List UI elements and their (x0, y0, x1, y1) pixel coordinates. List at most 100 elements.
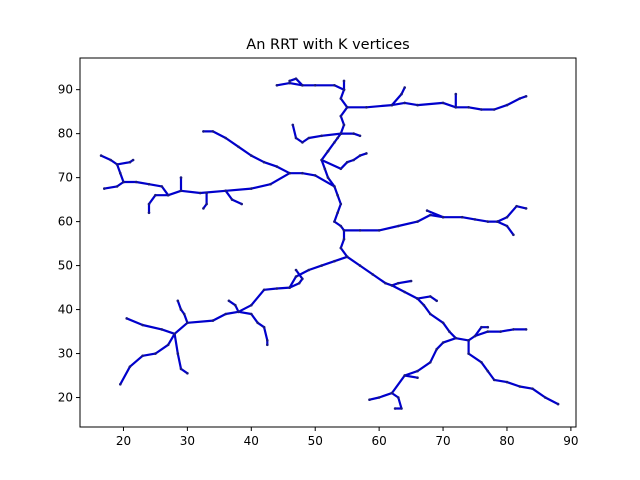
tree-vertex (358, 134, 362, 138)
tree-vertex (336, 193, 339, 197)
tree-vertex (269, 182, 272, 186)
tree-vertex (160, 185, 164, 188)
tree-vertex (250, 187, 253, 190)
tree-vertex (147, 211, 151, 215)
axes-frame (79, 57, 577, 428)
tree-vertex (147, 182, 151, 186)
tree-vertex (339, 202, 343, 206)
tree-vertex (403, 86, 407, 89)
tree-vertex (425, 209, 429, 212)
x-tick-label: 70 (435, 434, 450, 448)
tree-vertex (422, 303, 426, 307)
tree-vertex (294, 268, 298, 272)
tree-vertex (505, 103, 509, 107)
tree-vertex (237, 310, 240, 314)
tree-vertex (342, 229, 346, 232)
tree-branch-37 (390, 392, 403, 410)
tree-vertex (441, 341, 445, 344)
tree-branch-1 (119, 332, 176, 386)
tree-vertex (141, 323, 144, 327)
tree-vertex (182, 312, 186, 316)
tree-vertex (480, 108, 483, 111)
tree-vertex (454, 92, 458, 96)
tree-vertex (339, 246, 343, 250)
tree-vertex (179, 189, 183, 193)
tree-vertex (390, 103, 394, 107)
y-tick-label: 50 (58, 259, 73, 273)
tree-vertex (224, 189, 227, 193)
tree-vertex (518, 385, 522, 388)
tree-vertex (205, 191, 208, 195)
tree-vertex (473, 218, 477, 221)
tree-vertex (154, 193, 157, 197)
tree-branch-7 (320, 150, 349, 258)
tree-vertex (429, 312, 432, 316)
tree-vertex (524, 328, 528, 331)
tree-vertex (435, 347, 439, 351)
tree-vertex (467, 339, 470, 342)
tree-vertex (524, 95, 528, 98)
x-tick-label: 90 (563, 434, 578, 448)
tree-vertex (342, 79, 346, 83)
tree-vertex (397, 224, 400, 228)
tree-vertex (352, 158, 355, 162)
tree-vertex (512, 328, 515, 331)
tree-vertex (301, 171, 304, 175)
tree-vertex (320, 134, 323, 138)
tree-vertex (473, 334, 477, 338)
tree-vertex (237, 145, 240, 149)
x-axis: 20 30 40 50 60 70 80 90 (116, 427, 579, 448)
tree-vertex (486, 330, 490, 333)
x-tick-label: 80 (499, 434, 514, 448)
tree-vertex (179, 308, 183, 311)
tree-vertex (358, 154, 362, 157)
tree-vertex (512, 233, 515, 237)
tree-vertex (339, 97, 343, 100)
tree-vertex (307, 136, 311, 140)
tree-vertex (250, 312, 253, 316)
tree-vertex (403, 101, 407, 105)
tree-vertex (240, 202, 243, 206)
tree-vertex (119, 171, 122, 175)
tree-vertex (141, 354, 144, 358)
tree-vertex (301, 141, 304, 144)
x-tick-label: 30 (180, 434, 195, 448)
x-tick-label: 60 (371, 434, 386, 448)
tree-vertex (429, 295, 432, 298)
tree-vertex (176, 299, 180, 303)
tree-vertex (307, 268, 311, 272)
tree-vertex (202, 207, 205, 210)
tree-vertex (333, 259, 336, 263)
tree-vertex (211, 319, 215, 322)
tree-vertex (486, 220, 490, 223)
y-tick-label: 90 (58, 83, 73, 97)
tree-vertex (297, 281, 301, 285)
tree-branch-9 (496, 205, 528, 223)
tree-vertex (179, 176, 183, 179)
tree-vertex (339, 167, 343, 171)
tree-branch-10 (426, 209, 445, 219)
tree-vertex (336, 211, 339, 215)
tree-vertex (256, 321, 260, 325)
tree-vertex (115, 185, 119, 188)
tree-vertex (250, 154, 253, 157)
tree-vertex (467, 106, 470, 109)
tree-vertex (345, 106, 349, 109)
chart-title: An RRT with K vertices (246, 37, 409, 53)
tree-vertex (416, 376, 419, 380)
tree-vertex (186, 321, 189, 325)
tree-vertex (320, 158, 323, 162)
tree-vertex (224, 136, 227, 140)
tree-vertex (342, 237, 346, 241)
x-tick-label: 50 (308, 434, 323, 448)
tree-vertex (275, 84, 279, 87)
tree-vertex (339, 224, 343, 228)
tree-vertex (368, 398, 371, 402)
tree-vertex (103, 187, 106, 190)
y-tick-label: 60 (58, 215, 73, 229)
tree-vertex (125, 317, 128, 320)
tree-vertex (262, 288, 266, 292)
tree-vertex (301, 84, 304, 87)
tree-vertex (403, 374, 407, 377)
tree-vertex (480, 361, 483, 364)
